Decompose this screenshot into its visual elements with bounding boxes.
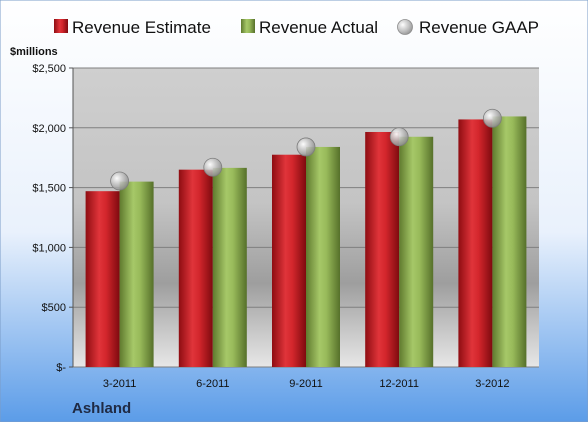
legend-swatch-actual	[241, 19, 255, 33]
bar-revenue-actual	[212, 167, 247, 367]
bar-revenue-estimate	[178, 169, 213, 367]
bar-revenue-estimate	[272, 154, 306, 367]
bar-revenue-actual	[399, 136, 434, 367]
gaap-markers	[110, 108, 502, 191]
y-axis-ticks: $- $500 $1,000 $1,500 $2,000 $2,500	[32, 63, 66, 374]
x-tick-label: 3-2011	[103, 378, 136, 390]
bar-revenue-estimate	[85, 191, 120, 367]
marker-revenue-gaap	[296, 137, 316, 157]
bar-revenue-estimate	[458, 119, 493, 367]
x-axis-ticks: 3-2011 6-2011 9-2011 12-2011 3-2012	[103, 378, 510, 390]
legend-label-estimate: Revenue Estimate	[72, 18, 211, 37]
y-tick-label: $500	[42, 302, 66, 314]
legend-swatch-estimate	[54, 19, 68, 33]
legend: Revenue Estimate Revenue Actual Revenue …	[54, 18, 539, 37]
x-tick-label: 12-2011	[379, 378, 419, 390]
marker-revenue-gaap	[482, 108, 502, 128]
y-tick-label: $2,000	[32, 123, 66, 135]
y-tick-label: $-	[56, 362, 66, 374]
y-tick-label: $1,000	[32, 242, 66, 254]
x-tick-label: 3-2012	[475, 378, 509, 390]
bars	[85, 116, 527, 367]
x-tick-label: 6-2011	[196, 378, 229, 390]
legend-label-actual: Revenue Actual	[259, 18, 378, 37]
company-name: Ashland	[72, 400, 131, 417]
bar-revenue-actual	[492, 116, 527, 367]
x-tick-label: 9-2011	[289, 378, 322, 390]
bar-revenue-actual	[306, 146, 340, 367]
y-tick-label: $1,500	[32, 183, 66, 195]
legend-swatch-gaap	[397, 19, 413, 35]
bar-revenue-estimate	[365, 131, 400, 367]
marker-revenue-gaap	[203, 157, 223, 177]
marker-revenue-gaap	[110, 171, 129, 191]
y-axis-unit-label: $millions	[10, 46, 58, 58]
legend-label-gaap: Revenue GAAP	[419, 18, 539, 37]
y-tick-label: $2,500	[32, 63, 66, 75]
marker-revenue-gaap	[389, 127, 409, 147]
bar-revenue-actual	[119, 181, 154, 367]
